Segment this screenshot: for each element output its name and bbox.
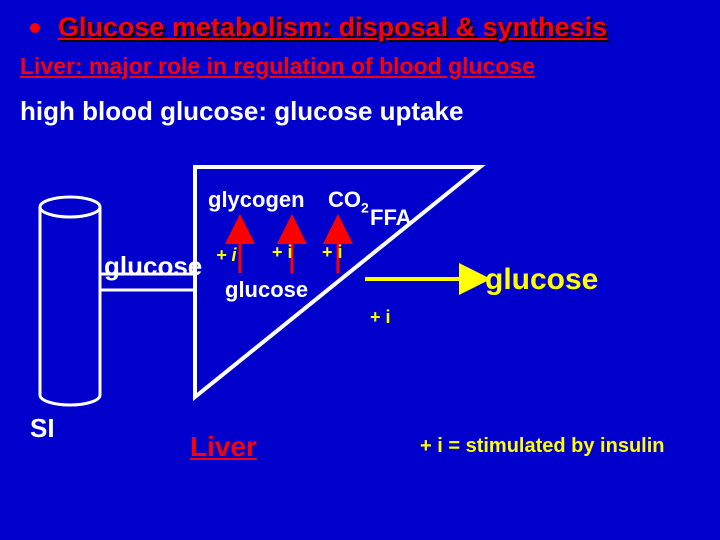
plus-i-3: + i — [322, 242, 343, 263]
slide-heading: high blood glucose: glucose uptake — [0, 88, 720, 147]
slide-title: Glucose metabolism: disposal & synthesis — [58, 12, 607, 43]
cylinder-si — [40, 197, 100, 405]
legend-plus-i: + i = stimulated by insulin — [420, 435, 665, 458]
label-co2: CO2 — [328, 187, 369, 215]
plus-i-4: + i — [370, 307, 391, 328]
plus-i-2: + i — [272, 242, 293, 263]
label-glucose-right: glucose — [485, 263, 598, 297]
plus-i-1: + i — [216, 245, 237, 266]
label-si: SI — [30, 413, 55, 444]
label-ffa: FFA — [370, 205, 412, 231]
bullet-icon — [30, 23, 40, 33]
label-liver: Liver — [190, 431, 257, 463]
slide-subtitle: Liver: major role in regulation of blood… — [0, 47, 720, 88]
label-glucose-center: glucose — [225, 277, 308, 303]
diagram: glycogen CO2 FFA glucose glucose glucose… — [0, 147, 720, 487]
label-glucose-left: glucose — [104, 251, 202, 282]
label-glycogen: glycogen — [208, 187, 305, 213]
